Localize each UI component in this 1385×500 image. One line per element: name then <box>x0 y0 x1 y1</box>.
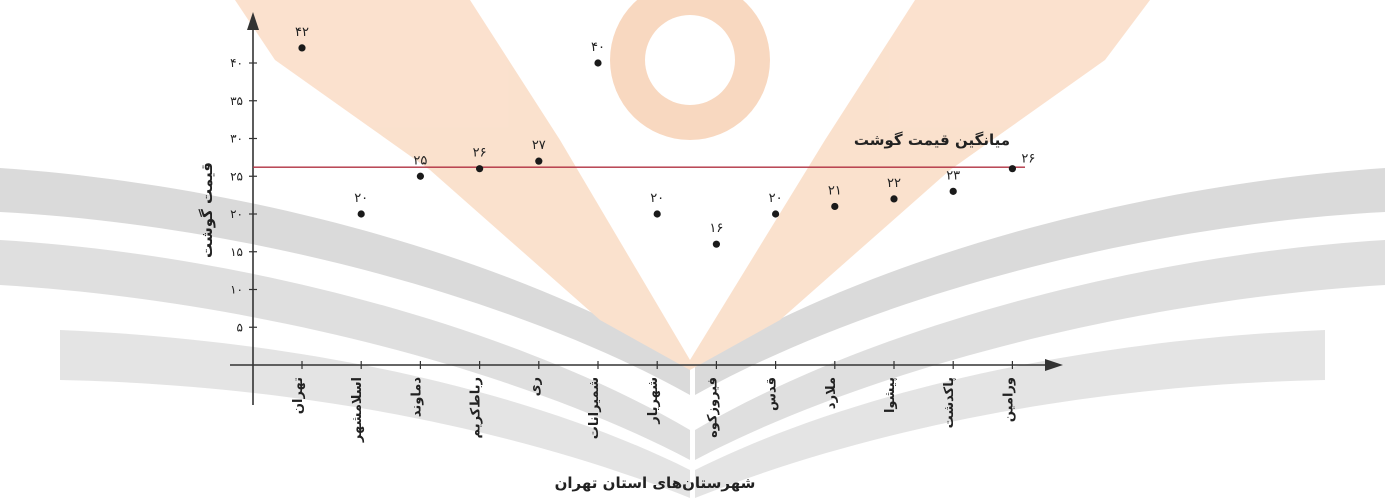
data-value-label: ۲۱ <box>828 183 842 198</box>
data-point <box>653 210 661 218</box>
data-value-label: ۴۲ <box>295 25 309 40</box>
x-axis-arrow <box>1045 359 1063 371</box>
data-point <box>712 240 721 248</box>
category-label: تهران <box>291 377 306 414</box>
data-value-label: ۲۰ <box>354 191 368 206</box>
y-tick-label: ۱۰ <box>230 283 243 297</box>
y-axis-title: قیمت گوشت <box>198 162 216 258</box>
data-point <box>416 172 424 180</box>
data-value-label: ۲۰ <box>650 191 664 206</box>
category-label: پاکدشت <box>942 377 957 428</box>
data-point <box>831 202 839 211</box>
category-label: ملارد <box>824 377 839 409</box>
data-point <box>298 44 306 52</box>
data-point <box>772 210 780 218</box>
data-value-label: ۱۶ <box>709 221 723 236</box>
data-value-label: ۲۷ <box>532 138 546 153</box>
y-tick-label: ۵ <box>237 320 243 334</box>
category-label: اسلامشهر <box>350 377 365 443</box>
y-tick-label: ۱۵ <box>230 245 243 259</box>
data-value-label: ۴۰ <box>591 40 605 55</box>
y-tick-label: ۳۵ <box>230 94 243 108</box>
y-axis-arrow <box>247 12 259 30</box>
category-label: شهریار <box>646 377 661 425</box>
data-value-label: ۲۶ <box>1021 152 1035 167</box>
data-value-label: ۲۶ <box>473 146 487 161</box>
data-point <box>535 157 543 165</box>
data-value-label: ۲۰ <box>769 191 783 206</box>
data-point <box>949 187 957 195</box>
category-label: رباط‌کریم <box>469 377 484 438</box>
data-value-label: ۲۳ <box>946 168 960 183</box>
data-point <box>1008 165 1017 173</box>
category-label: فیروزکوه <box>705 377 720 438</box>
data-point <box>890 195 898 203</box>
y-tick-label: ۴۰ <box>230 56 243 70</box>
data-point <box>594 59 602 67</box>
category-label: پیشوا <box>883 377 898 413</box>
data-value-label: ۲۲ <box>887 176 901 191</box>
category-label: دماوند <box>409 377 424 417</box>
x-axis-title: شهرستان‌های استان تهران <box>555 474 756 492</box>
y-tick-label: ۳۰ <box>230 132 243 146</box>
data-point <box>476 165 484 173</box>
y-tick-label: ۲۰ <box>230 207 243 221</box>
y-tick-label: ۲۵ <box>230 169 243 183</box>
data-point <box>357 210 365 218</box>
category-label: ورامین <box>1001 377 1016 422</box>
category-label: ری <box>528 377 543 396</box>
data-value-label: ۲۵ <box>413 153 427 168</box>
average-line-label: میانگین قیمت گوشت <box>854 131 1010 149</box>
category-label: شمیرانات <box>587 377 602 439</box>
category-label: قدس <box>765 377 780 411</box>
